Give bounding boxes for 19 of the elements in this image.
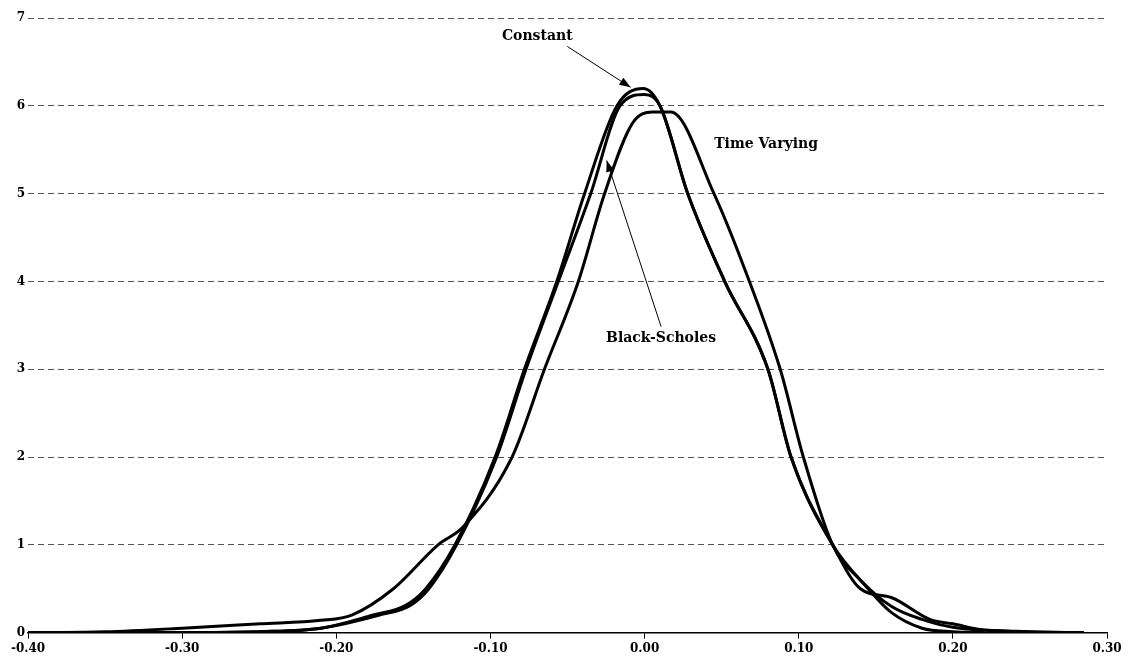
y-tick-label: 3 [16,361,26,376]
y-tick-label: 0 [16,624,26,639]
y-tick-label: 2 [16,449,26,464]
x-tick-label: 0.00 [630,640,660,655]
x-tick-label: -0.40 [10,640,46,655]
x-tick-label: -0.10 [473,640,508,655]
x-tick-label: -0.30 [165,640,200,655]
x-tick-label: -0.20 [319,640,354,655]
x-tick-label: 0.10 [784,640,814,655]
y-tick-label: 7 [16,10,26,25]
y-tick-label: 4 [16,273,26,288]
y-tick-label: 5 [16,185,26,200]
x-tick-label: 0.20 [938,640,968,655]
x-tick-label: 0.30 [1092,640,1122,655]
annotation: Constant [501,27,574,44]
y-tick-label: 6 [16,98,26,113]
annotation: Time Varying [714,135,819,152]
y-tick-label: 1 [16,536,26,551]
annotation: Black-Scholes [606,329,717,346]
